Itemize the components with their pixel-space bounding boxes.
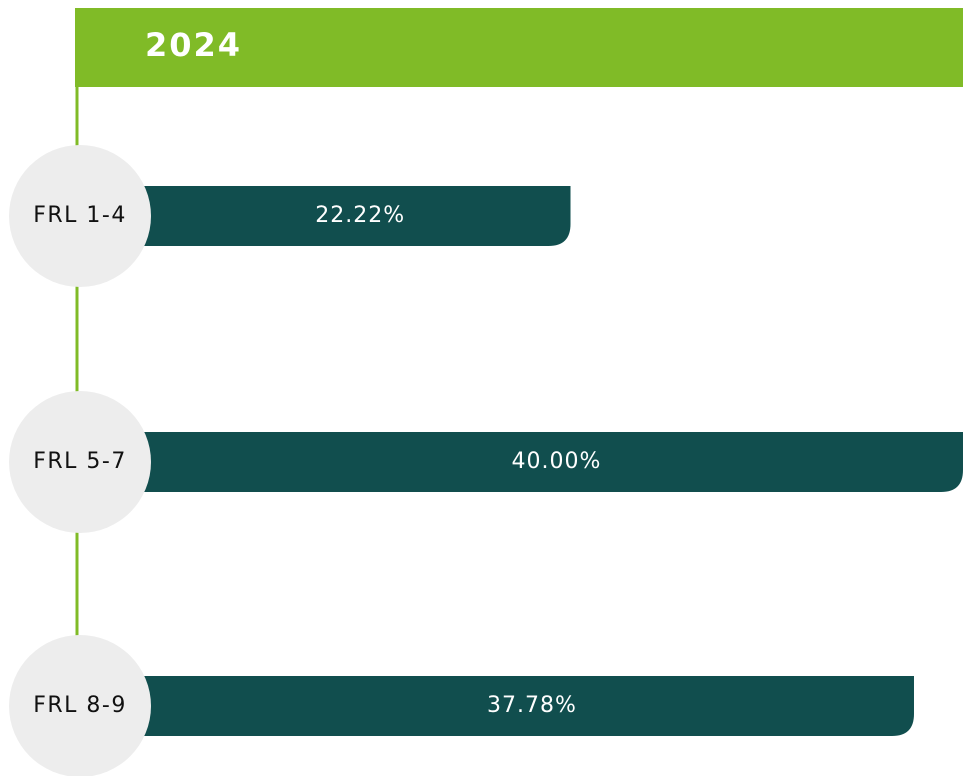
value-label: 40.00% xyxy=(512,449,602,474)
bar xyxy=(80,186,571,246)
value-label: 22.22% xyxy=(315,203,405,228)
category-label: FRL 8-9 xyxy=(33,693,127,718)
category-label: FRL 5-7 xyxy=(33,449,127,474)
category-circle xyxy=(9,145,151,287)
category-label: FRL 1-4 xyxy=(33,203,127,228)
bar xyxy=(80,432,963,492)
chart-title: 2024 xyxy=(145,26,242,64)
header-band xyxy=(75,8,963,87)
category-circle xyxy=(9,391,151,533)
value-label: 37.78% xyxy=(487,693,577,718)
category-circle xyxy=(9,635,151,776)
bar xyxy=(80,676,914,736)
